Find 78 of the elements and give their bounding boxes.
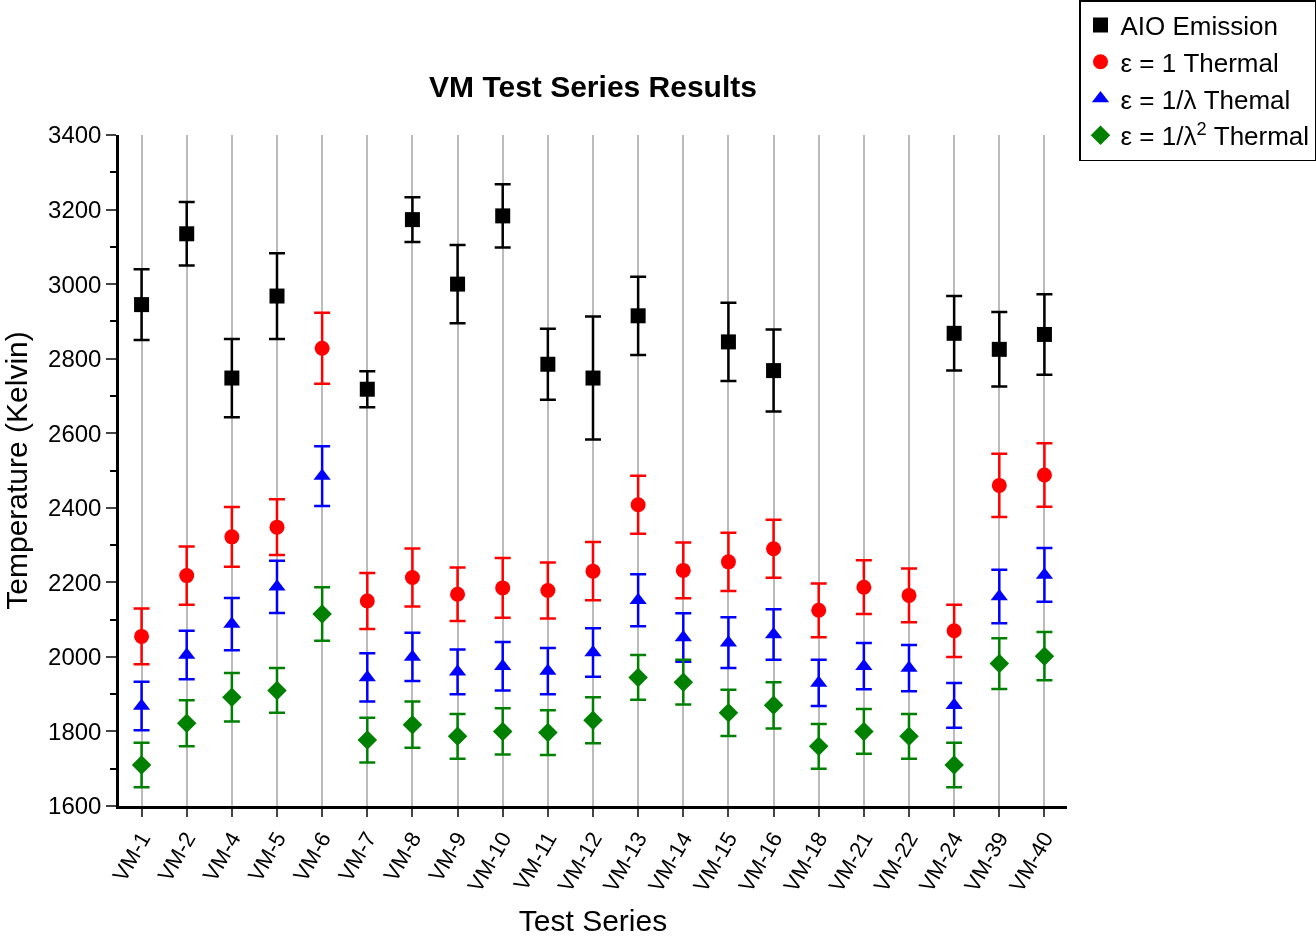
point <box>720 334 736 350</box>
point <box>991 341 1007 357</box>
point <box>540 356 556 372</box>
point <box>854 721 874 742</box>
point <box>1036 467 1052 483</box>
point <box>269 519 285 535</box>
point <box>222 687 242 707</box>
legend-label: ε = 1/λ Themal <box>1120 84 1291 115</box>
point <box>538 722 558 743</box>
y-tick-label: 2200 <box>48 568 102 596</box>
point <box>945 697 963 710</box>
point <box>675 562 691 578</box>
point <box>134 297 150 313</box>
y-tick-label: 1800 <box>48 717 102 745</box>
y-tick-label: 2000 <box>48 643 102 671</box>
point <box>314 340 330 356</box>
y-tick-label: 3400 <box>48 121 102 149</box>
point <box>763 695 784 716</box>
point <box>359 381 375 397</box>
point <box>944 755 964 775</box>
point <box>991 477 1007 493</box>
point <box>766 541 782 557</box>
point <box>179 226 195 242</box>
point <box>946 623 962 639</box>
legend-label: ε = 1 Thermal <box>1120 47 1279 78</box>
point <box>766 363 782 379</box>
point <box>176 713 197 733</box>
point <box>989 653 1010 674</box>
point <box>630 497 646 513</box>
point <box>134 628 150 644</box>
y-tick-label: 2600 <box>48 419 102 447</box>
point <box>811 602 827 618</box>
point <box>447 726 468 747</box>
point <box>312 604 332 624</box>
point <box>585 370 601 386</box>
point <box>359 593 375 609</box>
point <box>901 587 917 603</box>
point <box>630 308 646 324</box>
point <box>179 568 195 584</box>
y-axis-title: Temperature (Kelvin) <box>0 331 33 610</box>
point <box>357 730 378 750</box>
point <box>1034 646 1055 666</box>
point <box>492 721 513 742</box>
point <box>808 736 829 757</box>
chart-title: VM Test Series Results <box>429 69 757 103</box>
point <box>856 579 872 595</box>
point <box>267 680 287 701</box>
point <box>224 529 240 545</box>
point <box>628 667 648 688</box>
point <box>899 726 919 747</box>
y-tick-label: 3000 <box>48 270 102 298</box>
point <box>404 569 420 585</box>
point <box>224 370 240 386</box>
point <box>540 583 556 599</box>
y-tick-label: 2800 <box>48 345 102 373</box>
point <box>495 208 511 224</box>
point <box>585 563 601 579</box>
point <box>450 586 466 602</box>
point <box>718 703 739 723</box>
legend-label: ε = 1/λ$^{2}$ Thermal <box>1120 118 1310 152</box>
legend-label: AIO Emission <box>1120 11 1278 42</box>
point <box>402 714 423 735</box>
x-axis-title: Test Series <box>518 903 668 937</box>
y-tick-label: 1600 <box>48 792 102 820</box>
point <box>450 276 466 292</box>
point <box>358 669 376 682</box>
point <box>404 212 420 228</box>
point <box>269 288 285 304</box>
point <box>720 554 736 570</box>
y-tick-label: 3200 <box>48 195 102 223</box>
point <box>946 325 962 341</box>
point <box>1036 326 1052 342</box>
point <box>495 580 511 596</box>
y-tick-label: 2400 <box>48 494 102 522</box>
point <box>673 672 694 692</box>
point <box>583 710 603 731</box>
point <box>131 755 152 775</box>
point <box>584 644 602 657</box>
